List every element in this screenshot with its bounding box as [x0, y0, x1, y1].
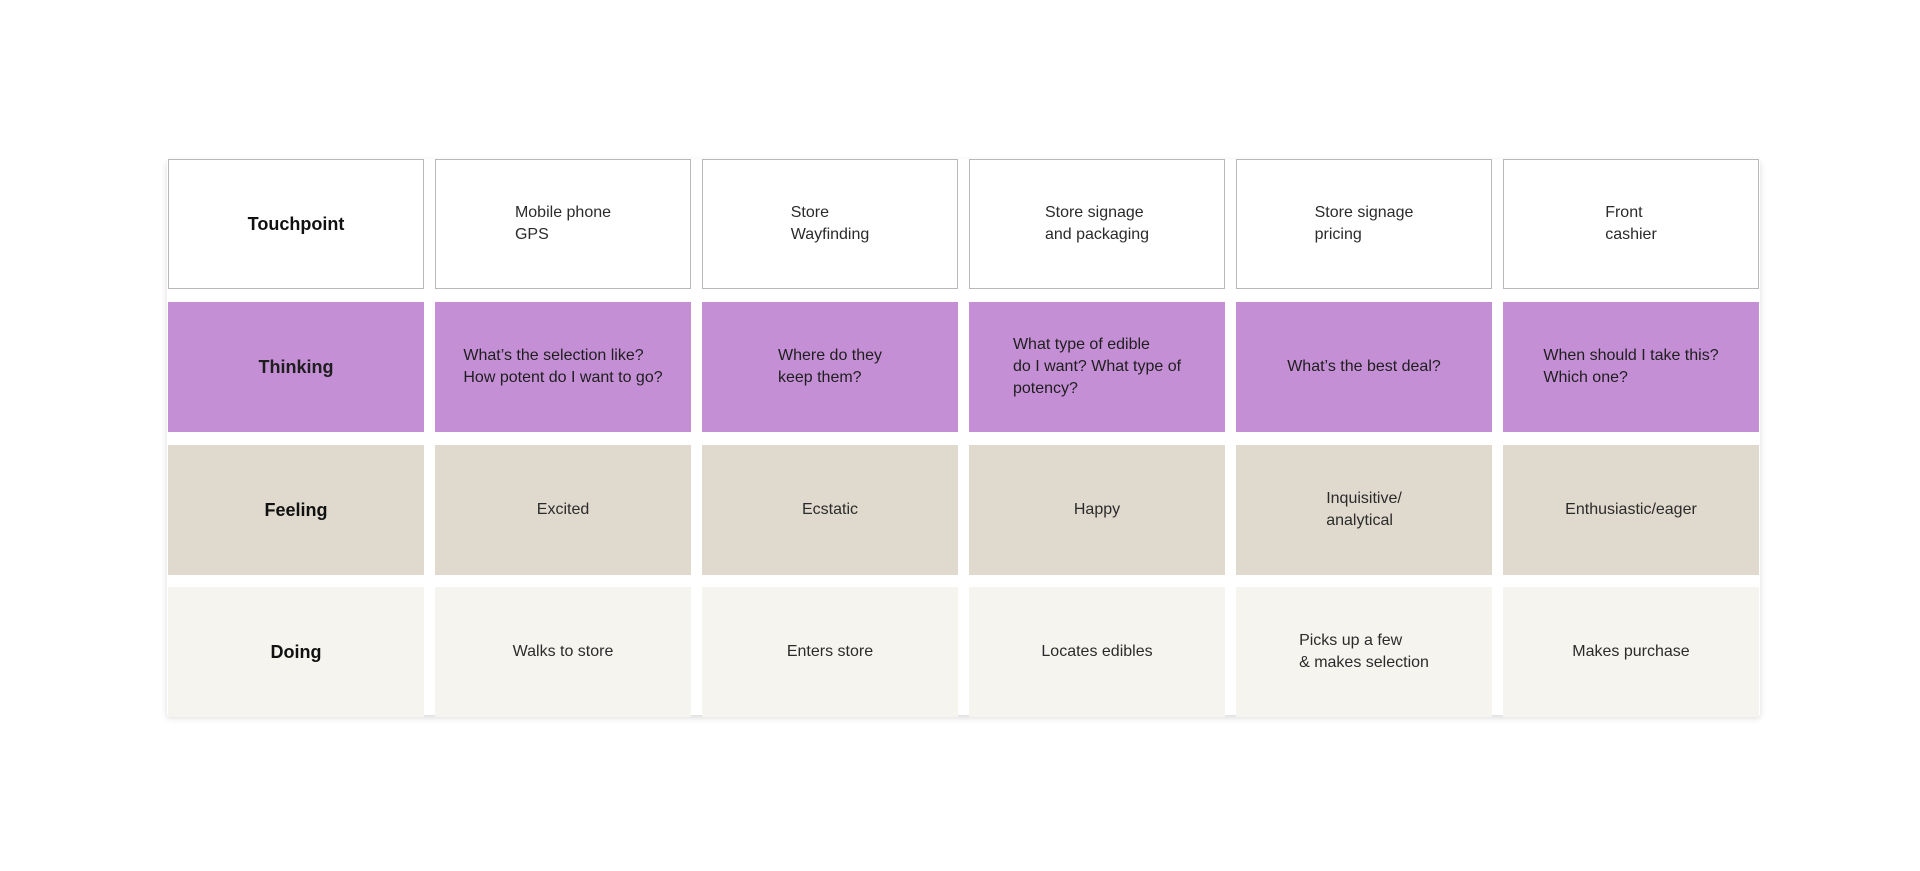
- touchpoint-cell-4: Store signage pricing: [1236, 159, 1492, 289]
- doing-cell-5: Makes purchase: [1503, 587, 1759, 717]
- thinking-cell-5: When should I take this? Which one?: [1503, 302, 1759, 432]
- touchpoint-cell-2: Store Wayfinding: [702, 159, 958, 289]
- doing-cell-3: Locates edibles: [969, 587, 1225, 717]
- feeling-cell-1: Excited: [435, 445, 691, 575]
- doing-row: Doing Walks to store Enters store Locate…: [168, 587, 1759, 717]
- feeling-cell-2: Ecstatic: [702, 445, 958, 575]
- thinking-label: Thinking: [168, 302, 424, 432]
- doing-cell-4: Picks up a few & makes selection: [1236, 587, 1492, 717]
- feeling-cell-4: Inquisitive/ analytical: [1236, 445, 1492, 575]
- touchpoint-label: Touchpoint: [168, 159, 424, 289]
- feeling-cell-5: Enthusiastic/eager: [1503, 445, 1759, 575]
- feeling-cell-3: Happy: [969, 445, 1225, 575]
- thinking-cell-2: Where do they keep them?: [702, 302, 958, 432]
- doing-cell-1: Walks to store: [435, 587, 691, 717]
- feeling-label: Feeling: [168, 445, 424, 575]
- touchpoint-cell-5: Front cashier: [1503, 159, 1759, 289]
- thinking-cell-4: What’s the best deal?: [1236, 302, 1492, 432]
- doing-cell-2: Enters store: [702, 587, 958, 717]
- touchpoint-cell-3: Store signage and packaging: [969, 159, 1225, 289]
- doing-label: Doing: [168, 587, 424, 717]
- feeling-row: Feeling Excited Ecstatic Happy Inquisiti…: [168, 445, 1759, 575]
- touchpoint-cell-1: Mobile phone GPS: [435, 159, 691, 289]
- touchpoint-row: Touchpoint Mobile phone GPS Store Wayfin…: [168, 159, 1759, 289]
- journey-map: Touchpoint Mobile phone GPS Store Wayfin…: [167, 159, 1760, 717]
- thinking-cell-3: What type of edible do I want? What type…: [969, 302, 1225, 432]
- thinking-row: Thinking What’s the selection like? How …: [168, 302, 1759, 432]
- thinking-cell-1: What’s the selection like? How potent do…: [435, 302, 691, 432]
